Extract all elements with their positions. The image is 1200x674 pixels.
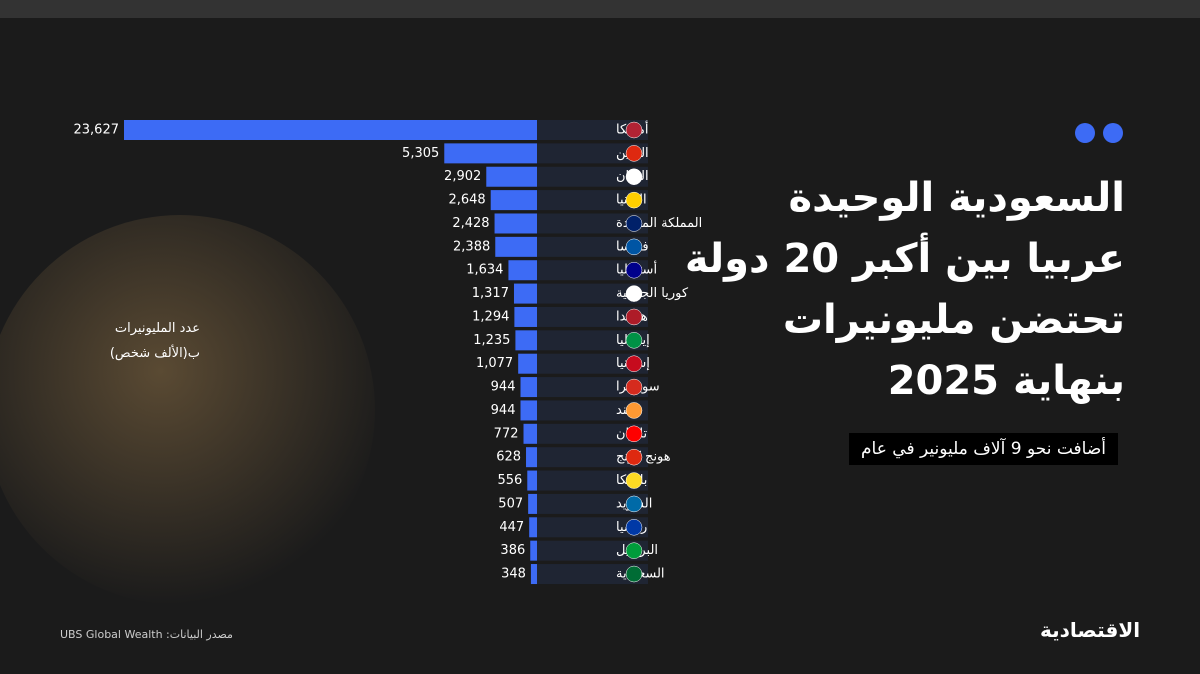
value-label: 507 (498, 496, 523, 511)
bar (490, 190, 537, 211)
value-label: 628 (496, 450, 521, 465)
bar (527, 470, 537, 491)
row-label-bg (537, 120, 648, 140)
value-label: 386 (500, 543, 525, 558)
flag (625, 332, 643, 349)
row-label-bg (537, 400, 648, 421)
logo: الاقتصادية (1040, 618, 1141, 642)
subtitle: أضافت نحو 9 آلاف مليونير في عام (849, 433, 1118, 465)
value-label: 2,388 (453, 239, 490, 254)
dot (1103, 123, 1123, 143)
flag (625, 378, 643, 396)
flag (625, 168, 643, 185)
value-label: 2,428 (452, 216, 489, 231)
bar (515, 330, 537, 351)
bar (520, 400, 537, 421)
bar (530, 564, 537, 585)
row-label-bg (537, 564, 648, 585)
value-label: 5,305 (402, 146, 439, 161)
title-line: عربيا بين أكبر 20 دولة (684, 236, 1125, 282)
flag (625, 402, 643, 419)
value-label: 1,634 (466, 263, 503, 278)
flag (625, 495, 643, 513)
source: مصدر البيانات: UBS Global Wealth (60, 628, 233, 641)
value-label: 944 (491, 403, 516, 418)
row-label-bg (537, 213, 648, 234)
flag (625, 238, 643, 256)
bar (124, 120, 537, 140)
flag (625, 285, 643, 302)
row-label-bg (537, 517, 648, 538)
flag (625, 261, 643, 279)
value-label: 944 (491, 380, 516, 395)
row-label-bg (537, 470, 648, 491)
bar (530, 540, 537, 561)
globe (0, 215, 375, 605)
value-label: 2,902 (444, 169, 481, 184)
row-label-bg (537, 353, 648, 374)
row-label-bg (537, 330, 648, 351)
row-label-bg (537, 540, 648, 561)
bar (526, 447, 537, 468)
title-line: تحتضن مليونيرات (782, 297, 1125, 343)
value-label: 772 (494, 426, 519, 441)
row-label-bg (537, 377, 648, 398)
flag (625, 425, 643, 443)
flag (625, 121, 643, 139)
title-line: بنهاية 2025 (887, 358, 1125, 404)
flag (625, 542, 643, 559)
bar (486, 166, 537, 187)
axis-label-line: ب(الألف شخص) (109, 346, 200, 361)
flag (625, 565, 643, 583)
dot (1075, 123, 1095, 143)
flag (625, 215, 643, 232)
bar (528, 493, 537, 514)
value-label: 348 (501, 567, 526, 582)
bar (495, 236, 537, 257)
flag (625, 355, 643, 372)
value-label: 447 (499, 520, 524, 535)
bar (494, 213, 537, 234)
bar (520, 377, 537, 398)
row-label-bg (537, 260, 648, 281)
value-label: 1,317 (472, 286, 509, 301)
axis-label: عدد المليونيرات ب(الألف شخص) (70, 316, 200, 366)
title: السعودية الوحيدة عربيا بين أكبر 20 دولة تح… (685, 168, 1125, 412)
title-line: السعودية الوحيدة (788, 175, 1125, 221)
value-label: 23,627 (74, 123, 120, 138)
bar (508, 260, 537, 281)
flag (625, 519, 643, 536)
value-label: 2,648 (448, 193, 485, 208)
axis-label-line: عدد المليونيرات (114, 321, 200, 336)
row-label-bg (537, 447, 648, 468)
bar (518, 353, 537, 374)
value-label: 556 (497, 473, 522, 488)
flag (625, 472, 643, 489)
top-bar (0, 0, 1200, 18)
row-label-bg (537, 166, 648, 187)
value-label: 1,077 (476, 356, 513, 371)
row-label-bg (537, 190, 648, 211)
row-label-bg (537, 493, 648, 514)
bar (523, 423, 537, 444)
value-label: 1,235 (473, 333, 510, 348)
row-label-bg (537, 143, 648, 164)
bar (513, 283, 537, 304)
category-label: هونج كونج (616, 450, 671, 465)
bar (514, 306, 537, 327)
row-label-bg (537, 236, 648, 257)
bar (444, 143, 537, 164)
flag (625, 145, 643, 162)
bar (529, 517, 537, 538)
value-label: 1,294 (472, 309, 509, 324)
row-label-bg (537, 283, 648, 304)
row-label-bg (537, 306, 648, 327)
flag (625, 191, 643, 209)
row-label-bg (537, 423, 648, 444)
flag (625, 308, 643, 326)
flag (625, 448, 643, 466)
